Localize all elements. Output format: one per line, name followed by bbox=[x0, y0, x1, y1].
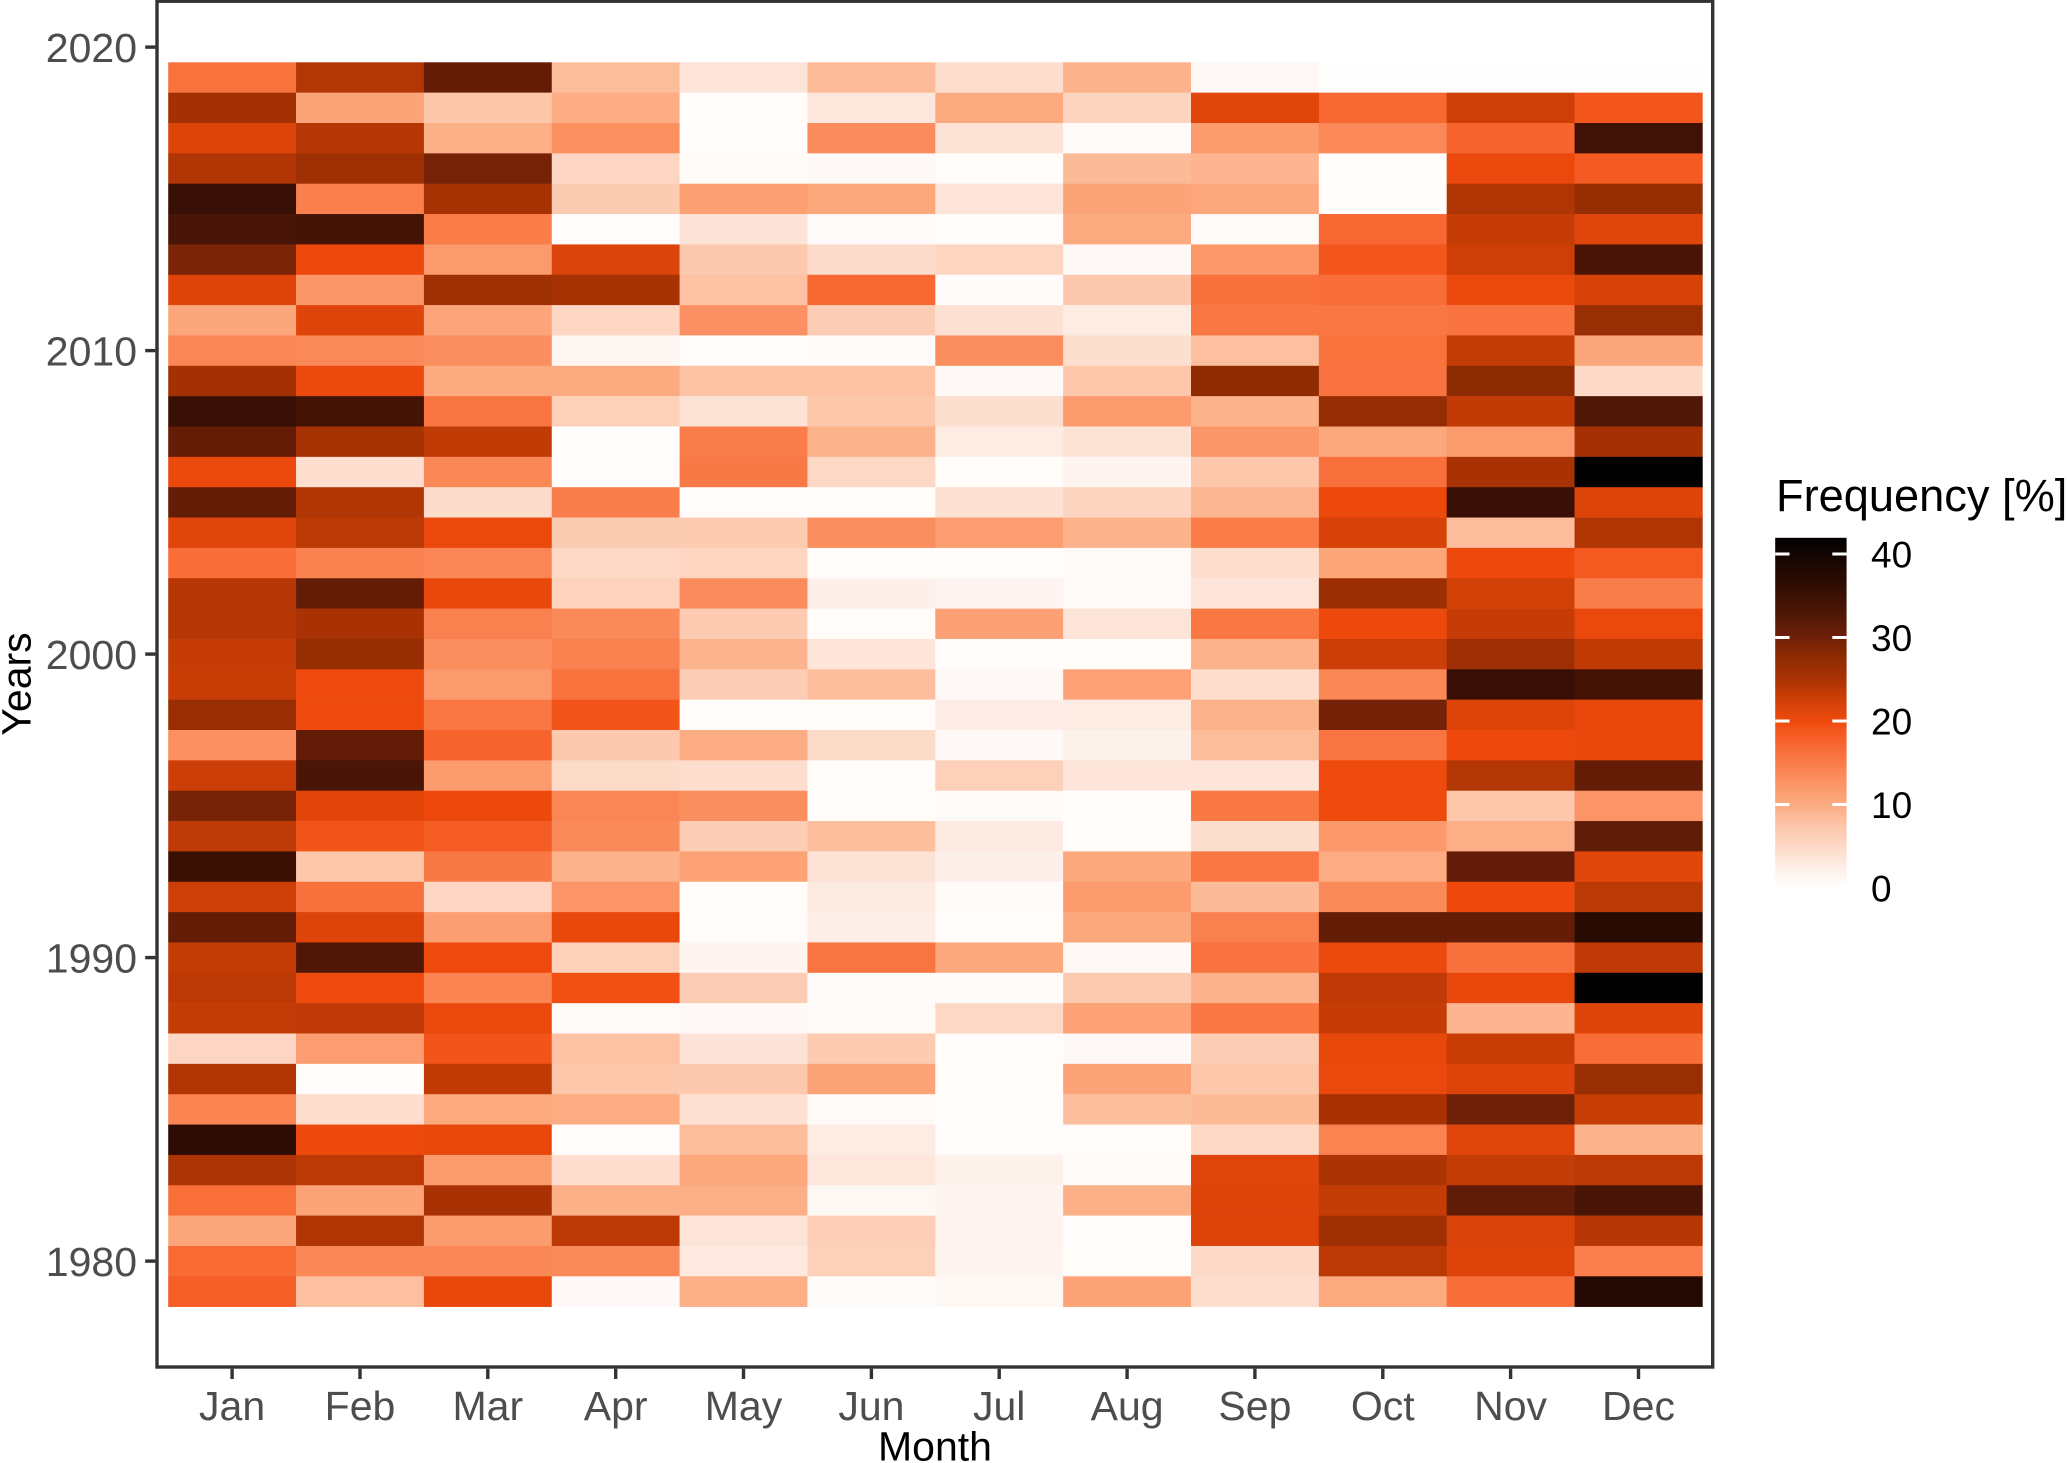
svg-text:Sep: Sep bbox=[1218, 1383, 1291, 1429]
svg-text:Dec: Dec bbox=[1602, 1383, 1675, 1429]
svg-text:Nov: Nov bbox=[1474, 1383, 1547, 1429]
svg-text:2020: 2020 bbox=[46, 25, 137, 71]
svg-text:2010: 2010 bbox=[46, 328, 137, 374]
svg-text:Jan: Jan bbox=[199, 1383, 265, 1429]
svg-text:Mar: Mar bbox=[452, 1383, 523, 1429]
svg-text:10: 10 bbox=[1871, 785, 1912, 826]
svg-text:Jun: Jun bbox=[838, 1383, 904, 1429]
svg-text:30: 30 bbox=[1871, 618, 1912, 659]
svg-text:Feb: Feb bbox=[325, 1383, 396, 1429]
svg-text:Apr: Apr bbox=[584, 1383, 648, 1429]
svg-text:Jul: Jul bbox=[973, 1383, 1025, 1429]
svg-text:Aug: Aug bbox=[1091, 1383, 1164, 1429]
svg-text:Frequency [%]: Frequency [%] bbox=[1776, 470, 2067, 521]
svg-text:1980: 1980 bbox=[46, 1239, 137, 1285]
svg-text:May: May bbox=[705, 1383, 783, 1429]
svg-text:2000: 2000 bbox=[46, 632, 137, 678]
svg-text:40: 40 bbox=[1871, 534, 1912, 575]
svg-text:20: 20 bbox=[1871, 701, 1912, 742]
svg-text:Month: Month bbox=[878, 1424, 992, 1463]
svg-text:Oct: Oct bbox=[1351, 1383, 1415, 1429]
svg-text:Years: Years bbox=[0, 632, 40, 735]
svg-text:0: 0 bbox=[1871, 868, 1892, 909]
svg-text:1990: 1990 bbox=[46, 935, 137, 981]
